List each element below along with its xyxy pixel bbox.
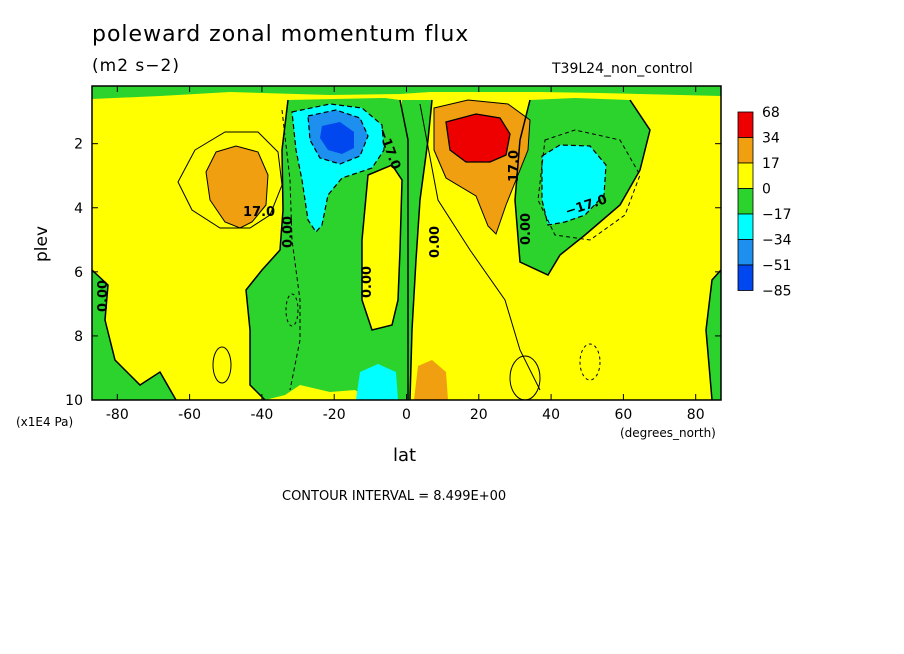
filled-contours bbox=[92, 86, 721, 400]
colorbar-swatch bbox=[737, 213, 754, 240]
contour-34-nh bbox=[445, 113, 511, 163]
colorbar-label: −17 bbox=[762, 207, 792, 223]
dataset-label: T39L24_non_control bbox=[552, 61, 693, 77]
colorbar-label: 17 bbox=[762, 156, 780, 172]
contour-17-nh bbox=[433, 99, 531, 235]
contour-interval-note: CONTOUR INTERVAL = 8.499E+00 bbox=[282, 489, 507, 504]
x-tick-label: -20 bbox=[323, 407, 346, 423]
contour-label: 0.00 bbox=[519, 213, 534, 245]
y-tick-label: 8 bbox=[74, 329, 83, 345]
contour-zero-right bbox=[705, 269, 721, 400]
band-pos-surface-nh bbox=[414, 360, 448, 400]
y-tick-label: 10 bbox=[65, 393, 83, 409]
contour-small-nh bbox=[509, 355, 541, 400]
x-tick-label: 40 bbox=[542, 407, 560, 423]
colorbar-swatch bbox=[737, 239, 754, 266]
contour-neg17-nh bbox=[541, 144, 607, 226]
contour-small-sh bbox=[212, 346, 232, 384]
x-tick-label: -40 bbox=[250, 407, 273, 423]
band-neg-top bbox=[92, 86, 721, 99]
x-tick-label: 80 bbox=[687, 407, 705, 423]
band-neg-right-edge bbox=[706, 90, 721, 400]
contour-zero-left bbox=[92, 269, 177, 400]
contour-pos-sh-outer bbox=[177, 131, 283, 229]
band-34-68-nh bbox=[446, 114, 510, 162]
band-17-34-sh bbox=[206, 146, 268, 228]
x-tick-label: -80 bbox=[106, 407, 129, 423]
x-axis-unit: (degrees_north) bbox=[620, 426, 716, 440]
colorbar-swatch bbox=[737, 188, 754, 215]
contour-zero-nh bbox=[514, 99, 651, 276]
colorbar-swatch bbox=[737, 111, 754, 138]
band-neg-left-edge bbox=[92, 270, 176, 400]
chart-title: poleward zonal momentum flux bbox=[92, 22, 470, 47]
colorbar-label: 68 bbox=[762, 105, 780, 121]
x-tick-label: 20 bbox=[470, 407, 488, 423]
band-neg-surface-sh bbox=[356, 364, 398, 400]
contour-label: 0.00 bbox=[428, 226, 443, 258]
contour-17-sh bbox=[205, 145, 269, 229]
colorbar: 68 34 17 0 −17 −34 −51 −85 bbox=[737, 105, 792, 300]
contour-lines bbox=[92, 99, 721, 400]
contour-label: 0.00 bbox=[96, 280, 111, 312]
contour-zero-sh-tongue bbox=[361, 164, 403, 331]
band-neg-sh bbox=[246, 98, 408, 400]
x-axis-ticks: -80 -60 -40 -20 0 20 40 60 80 bbox=[106, 86, 705, 423]
x-tick-label: 60 bbox=[614, 407, 632, 423]
contour-zero-nh-west bbox=[409, 99, 433, 400]
contour-zero-sh-west bbox=[245, 99, 289, 400]
band-neg-equator bbox=[402, 100, 432, 400]
chart-units: (m2 s−2) bbox=[92, 56, 180, 76]
colorbar-label: 0 bbox=[762, 182, 771, 198]
y-tick-label: 4 bbox=[74, 201, 83, 217]
contour-small-nh-b bbox=[579, 343, 601, 381]
contour-neg17-sh bbox=[291, 103, 385, 233]
contour-zero-equator bbox=[399, 99, 409, 400]
contour-thin-nh bbox=[419, 103, 541, 391]
contour-small-sh-b bbox=[285, 293, 299, 327]
x-tick-label: -60 bbox=[178, 407, 201, 423]
band-pos-sh-tongue bbox=[362, 165, 402, 330]
colorbar-label: −85 bbox=[762, 284, 792, 300]
colorbar-label: −34 bbox=[762, 233, 792, 249]
colorbar-label: −51 bbox=[762, 258, 792, 274]
contour-label: 17.0 bbox=[507, 150, 522, 182]
contour-label: 17.0 bbox=[243, 205, 275, 220]
x-tick-label: 0 bbox=[402, 407, 411, 423]
y-tick-label: 6 bbox=[74, 265, 83, 281]
x-axis-label: lat bbox=[393, 445, 417, 466]
colorbar-label: 34 bbox=[762, 131, 780, 147]
colorbar-swatch bbox=[737, 162, 754, 189]
contour-label: 0.00 bbox=[281, 216, 296, 248]
y-axis-ticks: 2 4 6 8 10 bbox=[65, 137, 721, 409]
band-neg51-neg85-sh bbox=[320, 122, 354, 154]
contour-label: 0.00 bbox=[360, 266, 375, 298]
y-axis-unit: (x1E4 Pa) bbox=[16, 415, 74, 429]
colorbar-swatch bbox=[737, 137, 754, 164]
band-neg17-neg34-nh bbox=[542, 145, 606, 225]
colorbar-swatch bbox=[737, 264, 754, 291]
y-tick-label: 2 bbox=[74, 137, 83, 153]
contour-dash-sh-a bbox=[281, 109, 301, 391]
